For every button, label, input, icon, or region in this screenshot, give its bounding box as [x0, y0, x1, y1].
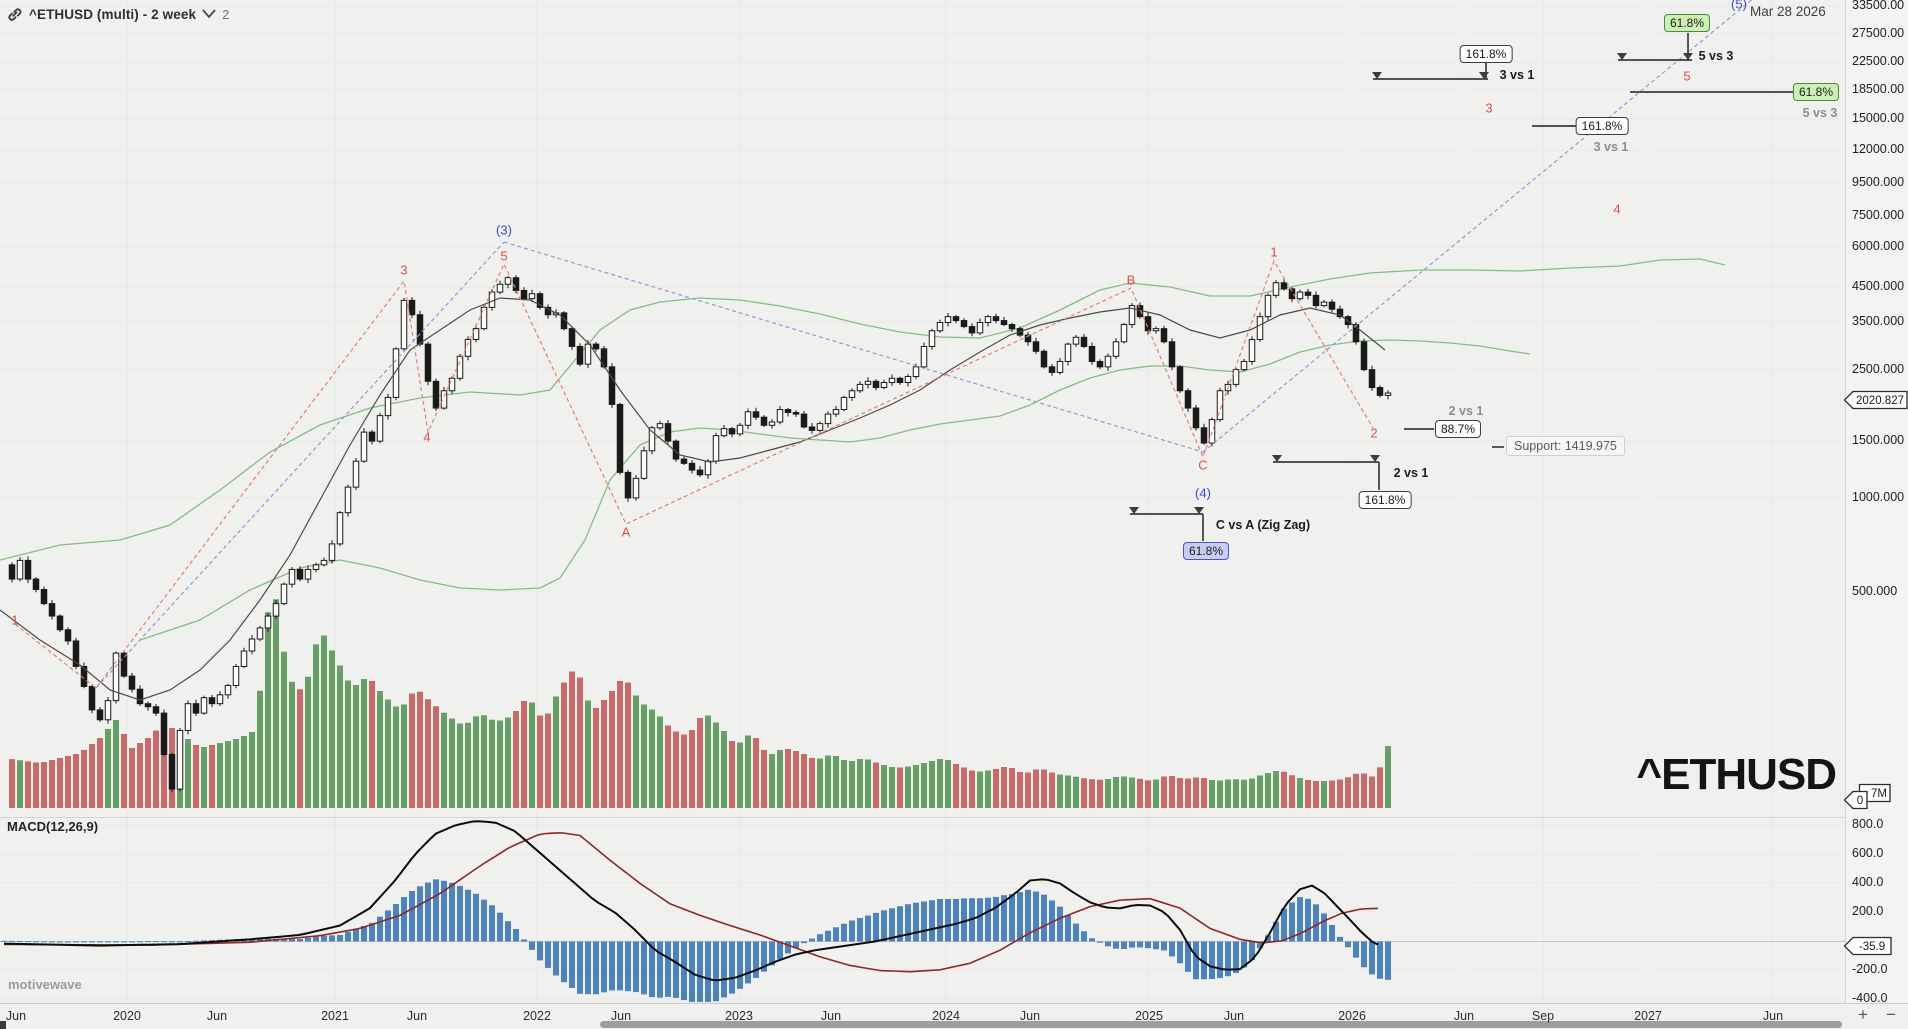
- wave-label-3[interactable]: 3: [1485, 100, 1493, 116]
- time-tick-Jun: Jun: [1223, 1009, 1245, 1023]
- macd-tick: 600.0: [1852, 846, 1884, 860]
- fib-ratio-box[interactable]: 161.8%: [1358, 491, 1412, 509]
- annotation-layer: [1129, 33, 1794, 541]
- time-tick-Jun: Jun: [1762, 1009, 1784, 1023]
- macd-indicator-label: MACD(12,26,9): [7, 819, 99, 834]
- motivewave-logo: motivewave: [8, 977, 82, 992]
- time-tick-Jun: Jun: [610, 1009, 632, 1023]
- macd-tick: 400.0: [1852, 875, 1884, 889]
- price-tick: 1000.000: [1852, 490, 1905, 504]
- time-tick-2027: 2027: [1634, 1009, 1662, 1023]
- wave-label-4[interactable]: 4: [1613, 201, 1621, 217]
- price-tick: 3500.000: [1852, 314, 1905, 328]
- zoom-in-button[interactable]: +: [1858, 1005, 1868, 1024]
- time-tick-Jun: Jun: [5, 1009, 27, 1023]
- wave-label-1[interactable]: 1: [11, 612, 19, 628]
- price-tick: 4500.000: [1852, 279, 1905, 293]
- analysis-count-badge: 2: [222, 6, 230, 22]
- svg-text:2020.827: 2020.827: [1856, 395, 1904, 407]
- volume-zero-tag: 0: [1843, 790, 1868, 810]
- time-tick-Jun: Jun: [206, 1009, 228, 1023]
- wave-label-2[interactable]: 2: [1370, 425, 1378, 441]
- scrollbar-stub: [0, 1021, 6, 1029]
- zoom-out-button[interactable]: −: [1886, 1005, 1896, 1024]
- svg-text:7M: 7M: [1871, 788, 1887, 800]
- svg-text:-35.9: -35.9: [1859, 941, 1885, 953]
- chart-header: ^ETHUSD (multi) - 2 week 2: [6, 4, 229, 24]
- time-tick-Jun: Jun: [406, 1009, 428, 1023]
- time-tick-Sep: Sep: [1531, 1009, 1555, 1023]
- price-tick: 9500.000: [1852, 175, 1905, 189]
- price-chart-canvas[interactable]: [0, 0, 1845, 1003]
- macd-value-tag: -35.9: [1843, 936, 1892, 956]
- price-tick: 500.000: [1852, 584, 1898, 598]
- wave-label-p3p[interactable]: (3): [496, 222, 512, 238]
- time-tick-2021: 2021: [321, 1009, 349, 1023]
- wave-label-A[interactable]: A: [621, 524, 631, 540]
- time-tick-Jun: Jun: [820, 1009, 842, 1023]
- symbol-watermark: ^ETHUSD: [1636, 750, 1837, 799]
- time-tick-Jun: Jun: [1019, 1009, 1041, 1023]
- support-tooltip: Support: 1419.975: [1506, 436, 1625, 456]
- ratio-label: 2 vs 1: [1393, 466, 1429, 480]
- wave-label-5[interactable]: 5: [500, 248, 508, 264]
- chevron-down-icon[interactable]: [202, 9, 216, 19]
- price-tick: 18500.00: [1852, 82, 1905, 96]
- time-tick-2023: 2023: [725, 1009, 753, 1023]
- price-tick: 1500.000: [1852, 433, 1905, 447]
- macd-tick: -200.0: [1852, 962, 1888, 976]
- ratio-label: 3 vs 1: [1593, 140, 1629, 154]
- fib-ratio-box[interactable]: 61.8%: [1792, 83, 1840, 101]
- time-tick-2024: 2024: [932, 1009, 960, 1023]
- wave-label-4[interactable]: 4: [423, 429, 431, 445]
- wave-label-1[interactable]: 1: [1270, 244, 1278, 260]
- macd-tick: 200.0: [1852, 904, 1884, 918]
- price-tick: 6000.000: [1852, 239, 1905, 253]
- macd-tick: -400.0: [1852, 991, 1888, 1005]
- time-tick-2025: 2025: [1135, 1009, 1163, 1023]
- fib-ratio-box[interactable]: 161.8%: [1575, 117, 1629, 135]
- wave-label-B[interactable]: B: [1126, 272, 1136, 288]
- fib-ratio-box[interactable]: 161.8%: [1459, 45, 1513, 63]
- fib-ratio-box[interactable]: 61.8%: [1663, 14, 1711, 32]
- macd-tick: 800.0: [1852, 817, 1884, 831]
- price-tick: 12000.00: [1852, 142, 1905, 156]
- ratio-label: 3 vs 1: [1499, 68, 1535, 82]
- ratio-label: 5 vs 3: [1802, 106, 1838, 120]
- price-tick: 27500.00: [1852, 26, 1905, 40]
- price-tick: 2500.000: [1852, 362, 1905, 376]
- current-price-tag: 2020.827: [1843, 390, 1908, 410]
- wave-label-p5p[interactable]: (5): [1731, 0, 1747, 12]
- price-tick: 22500.00: [1852, 54, 1905, 68]
- time-tick-2022: 2022: [523, 1009, 551, 1023]
- wave-label-p4p[interactable]: (4): [1195, 485, 1211, 501]
- wave-label-C[interactable]: C: [1198, 457, 1208, 473]
- price-tick: 33500.00: [1852, 0, 1905, 12]
- time-tick-2026: 2026: [1338, 1009, 1366, 1023]
- fib-ratio-box[interactable]: 88.7%: [1434, 420, 1482, 438]
- ratio-label: C vs A (Zig Zag): [1215, 518, 1311, 532]
- wave-label-3[interactable]: 3: [400, 262, 408, 278]
- link-icon[interactable]: [6, 6, 23, 23]
- fib-ratio-box[interactable]: 61.8%: [1182, 542, 1230, 560]
- price-tick: 7500.000: [1852, 208, 1905, 222]
- time-tick-2020: 2020: [113, 1009, 141, 1023]
- ratio-label: 2 vs 1: [1448, 404, 1484, 418]
- time-tick-Jun: Jun: [1453, 1009, 1475, 1023]
- price-axis[interactable]: 33500.00 27500.00 22500.00 18500.00 15000.00…: [1843, 0, 1908, 1005]
- horizontal-scrollbar[interactable]: [600, 1021, 1842, 1028]
- price-tick: 15000.00: [1852, 111, 1905, 125]
- wave-label-5[interactable]: 5: [1683, 68, 1691, 84]
- svg-text:0: 0: [1857, 795, 1863, 807]
- crosshair-date-label: Mar 28 2026: [1750, 4, 1826, 19]
- ratio-label: 5 vs 3: [1698, 49, 1734, 63]
- symbol-title: ^ETHUSD (multi) - 2 week: [29, 6, 197, 22]
- time-axis[interactable]: + − Jun 2020 Jun 2021 Jun 2022 Jun 2023 Jun 2024 J…: [0, 1003, 1908, 1029]
